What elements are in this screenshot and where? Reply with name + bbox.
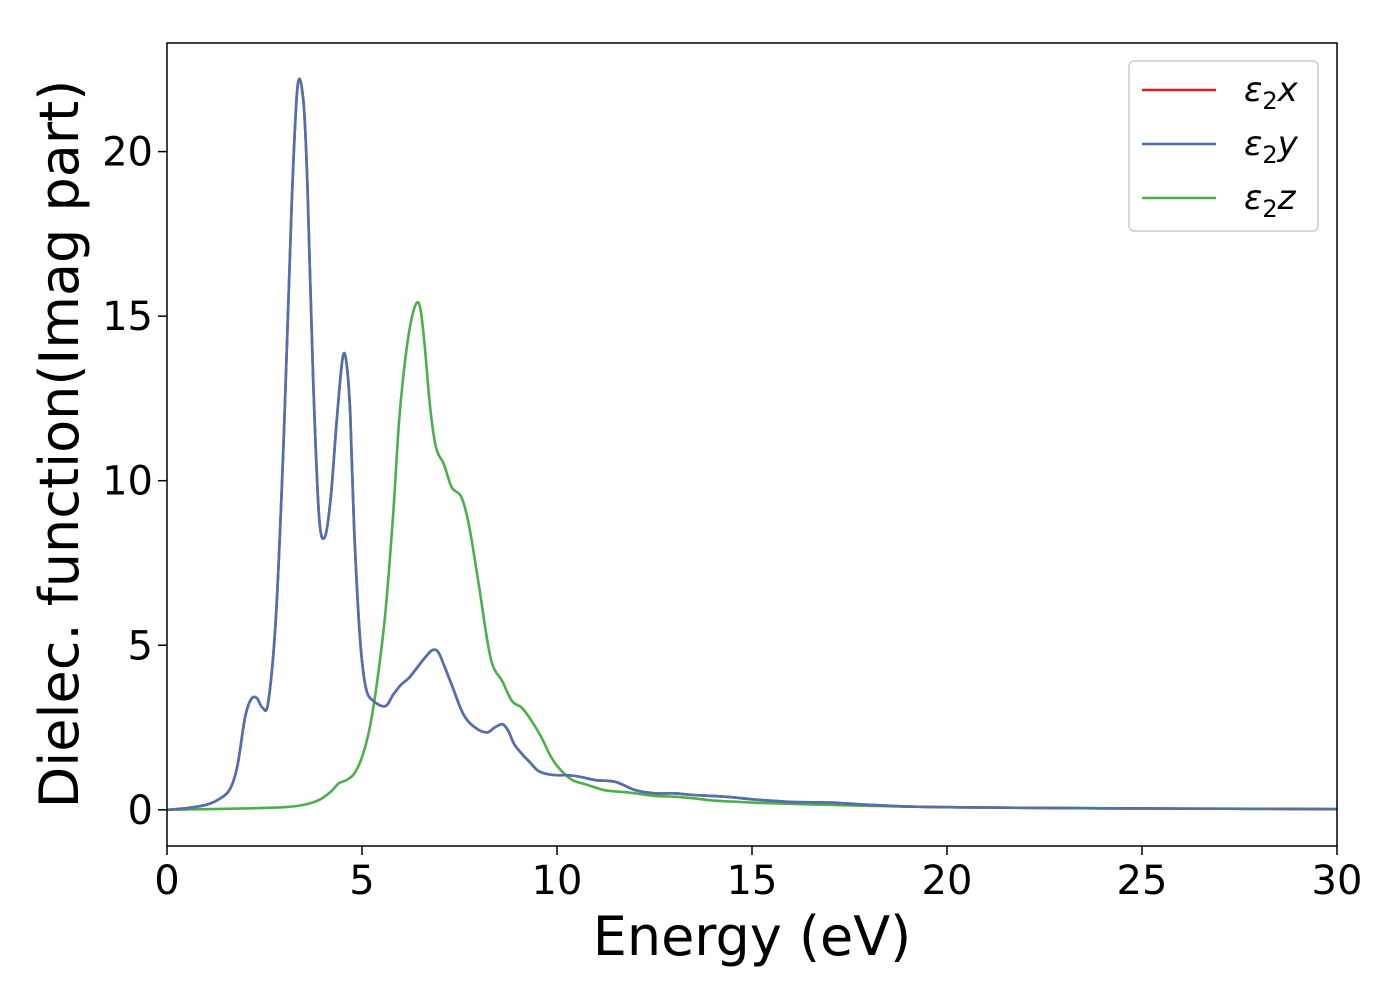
y-axis-title: Dielec. function(Imag part)	[28, 80, 91, 809]
x-tick-label: 15	[727, 858, 778, 904]
series-line-z	[166, 300, 1338, 812]
series-line-y	[166, 77, 1338, 812]
legend-label-x: ε2x	[1244, 70, 1299, 115]
y-tick-label: 5	[128, 623, 153, 669]
x-tick-label: 30	[1312, 858, 1363, 904]
x-ticks: 0 5 10 15 20 25 30	[154, 846, 1362, 904]
legend-label-z: ε2z	[1244, 178, 1297, 223]
x-tick-label: 10	[532, 858, 583, 904]
y-tick-label: 0	[128, 788, 153, 834]
series-layer	[166, 77, 1338, 812]
legend: ε2x ε2y ε2z	[1128, 60, 1319, 232]
y-ticks: 0 5 10 15 20	[102, 130, 167, 834]
legend-label-y: ε2y	[1244, 124, 1299, 169]
x-tick-label: 20	[922, 858, 973, 904]
x-tick-label: 5	[349, 858, 374, 904]
legend-box	[1128, 60, 1319, 232]
y-tick-label: 15	[102, 294, 153, 340]
x-axis-title: Energy (eV)	[593, 905, 912, 968]
y-tick-label: 10	[102, 459, 153, 505]
x-tick-label: 0	[154, 858, 179, 904]
y-tick-label: 20	[102, 130, 153, 176]
x-tick-label: 25	[1117, 858, 1168, 904]
